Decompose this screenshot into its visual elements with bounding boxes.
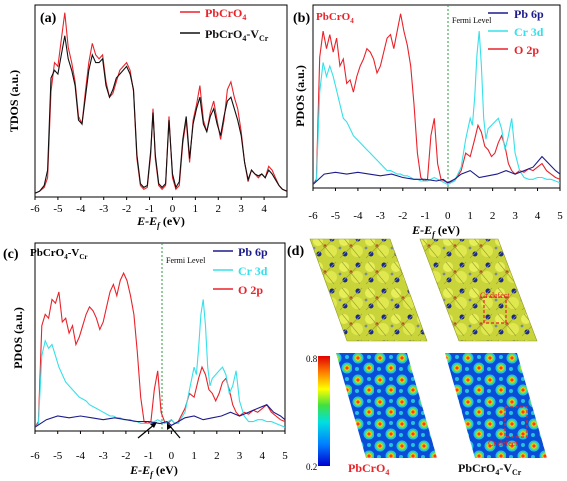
panel-a-frame <box>34 4 288 198</box>
x-tick-label-b-0: -6 <box>308 210 318 222</box>
panel-d-tag: (d) <box>287 244 304 259</box>
x-tick-label-b-2: -4 <box>353 210 363 222</box>
x-tick-label-c-10: 4 <box>260 450 266 462</box>
defect-label-top: Cr defect <box>480 291 510 300</box>
colorbar-max-label: 0.8 <box>306 354 318 364</box>
panel-b-ylabel: PDOS (a.u.) <box>293 65 307 127</box>
x-tick-label-a-10: 4 <box>261 203 267 215</box>
x-tick-label-b-8: 2 <box>490 210 496 222</box>
defect-label-bottom: Cr defect <box>488 439 518 448</box>
x-tick-label-c-6: 0 <box>169 450 175 462</box>
panel-b-title: PbCrO4 <box>316 11 354 25</box>
x-tick-label-b-5: -1 <box>421 210 430 222</box>
x-tick-label-b-1: -5 <box>331 210 341 222</box>
x-tick-label-b-11: 5 <box>557 210 563 222</box>
x-tick-label-c-8: 2 <box>214 450 220 462</box>
series-line-c-2 <box>35 404 285 428</box>
colorbar-min-label: 0.2 <box>306 462 317 472</box>
panel-a-xlabel: E-Ef (eV) <box>136 214 185 230</box>
x-tick-label-a-5: -1 <box>145 203 154 215</box>
x-tick-label-c-7: 1 <box>191 450 197 462</box>
panel-b-ticks: -6 -5 -4 -3 -2 -1 0 1 2 3 4 5 <box>308 188 563 222</box>
panel-b-frame <box>312 4 561 189</box>
x-tick-label-b-10: 4 <box>535 210 541 222</box>
elf-map-defect <box>445 353 547 458</box>
legend-a-label-defect: PbCrO4-VCr <box>205 27 269 43</box>
defect-box-bottom <box>504 406 528 438</box>
panel-b-series <box>313 13 560 186</box>
panel-c-fermi-label: Fermi Level <box>166 256 206 265</box>
panel-c-frame <box>34 242 286 432</box>
legend-c-label-o2p: O 2p <box>238 283 263 297</box>
series-line-b-2 <box>313 155 560 185</box>
panel-b-xlabel: E-Ef (eV) <box>411 223 460 239</box>
series-line-c-1 <box>35 299 285 428</box>
x-tick-label-c-9: 3 <box>237 450 243 462</box>
x-tick-label-a-8: 2 <box>216 203 222 215</box>
panel-d-label-pristine: PbCrO4 <box>348 461 389 477</box>
panel-c-ticks: -6 -5 -4 -3 -2 -1 0 1 2 3 4 5 <box>30 431 288 462</box>
x-tick-label-c-4: -2 <box>121 450 130 462</box>
isosurface-pristine <box>309 238 428 342</box>
x-tick-label-a-6: 0 <box>170 203 176 215</box>
panel-a-series <box>35 12 287 194</box>
x-tick-label-b-4: -2 <box>398 210 407 222</box>
x-tick-label-b-9: 3 <box>512 210 518 222</box>
colorbar <box>318 356 330 466</box>
panel-b-tag: (b) <box>293 11 310 26</box>
defect-box-top <box>483 296 507 324</box>
x-tick-label-b-6: 0 <box>445 210 451 222</box>
panel-a: -6 -5 -4 -3 -2 -1 0 1 2 3 4 (a) TDOS (a.u.) E-Ef (… <box>7 4 288 230</box>
panel-c-xlabel: E-Ef (eV) <box>129 463 178 479</box>
panel-c-series <box>35 271 285 428</box>
panel-a-ticks: -6 -5 -4 -3 -2 -1 0 1 2 3 4 <box>30 197 267 215</box>
legend-b-label-o2p: O 2p <box>514 43 539 57</box>
panel-c-ylabel: PDOS (a.u.) <box>11 307 25 369</box>
series-line-b-0 <box>313 13 560 185</box>
panel-c-tag: (c) <box>3 247 19 262</box>
elf-map-pristine <box>336 353 437 458</box>
x-tick-label-a-3: -3 <box>99 203 109 215</box>
panel-a-tag: (a) <box>40 11 57 26</box>
panel-d: Cr defect 0.8 0.2 Cr defect (d) PbCrO4 P… <box>287 238 547 477</box>
x-tick-label-a-9: 3 <box>238 203 244 215</box>
x-tick-label-a-1: -5 <box>53 203 63 215</box>
isosurface-defect <box>419 238 538 342</box>
legend-c-label-cr3d: Cr 3d <box>238 264 268 278</box>
legend-c-label-pb6p: Pb 6p <box>238 245 268 259</box>
panel-d-label-defect: PbCrO4-VCr <box>458 461 522 477</box>
series-line-a-1 <box>35 35 287 194</box>
panel-b-fermi-label: Fermi Level <box>452 16 492 25</box>
panel-a-ylabel: TDOS (a.u.) <box>7 70 21 132</box>
panel-c: -6 -5 -4 -3 -2 -1 0 1 2 3 4 5 (c) PbCrO4-VCr Fermi … <box>3 242 288 479</box>
x-tick-label-c-0: -6 <box>30 450 40 462</box>
panel-c-title: PbCrO4-VCr <box>30 247 88 261</box>
x-tick-label-b-3: -3 <box>376 210 386 222</box>
legend-a-label-pristine: PbCrO4 <box>205 6 246 22</box>
x-tick-label-c-1: -5 <box>53 450 63 462</box>
x-tick-label-b-7: 1 <box>467 210 473 222</box>
x-tick-label-c-11: 5 <box>282 450 288 462</box>
x-tick-label-a-2: -4 <box>76 203 86 215</box>
legend-b-label-pb6p: Pb 6p <box>514 7 544 21</box>
series-line-b-1 <box>313 31 560 186</box>
x-tick-label-c-2: -4 <box>76 450 86 462</box>
x-tick-label-c-3: -3 <box>99 450 109 462</box>
x-tick-label-a-0: -6 <box>30 203 40 215</box>
panel-b: -6 -5 -4 -3 -2 -1 0 1 2 3 4 5 (b) PbCrO4 Fermi Leve… <box>293 4 563 239</box>
gap-state-arrows <box>137 422 181 439</box>
legend-b-label-cr3d: Cr 3d <box>514 25 544 39</box>
x-tick-label-a-7: 1 <box>193 203 199 215</box>
x-tick-label-c-5: -1 <box>144 450 153 462</box>
x-tick-label-a-4: -2 <box>122 203 131 215</box>
